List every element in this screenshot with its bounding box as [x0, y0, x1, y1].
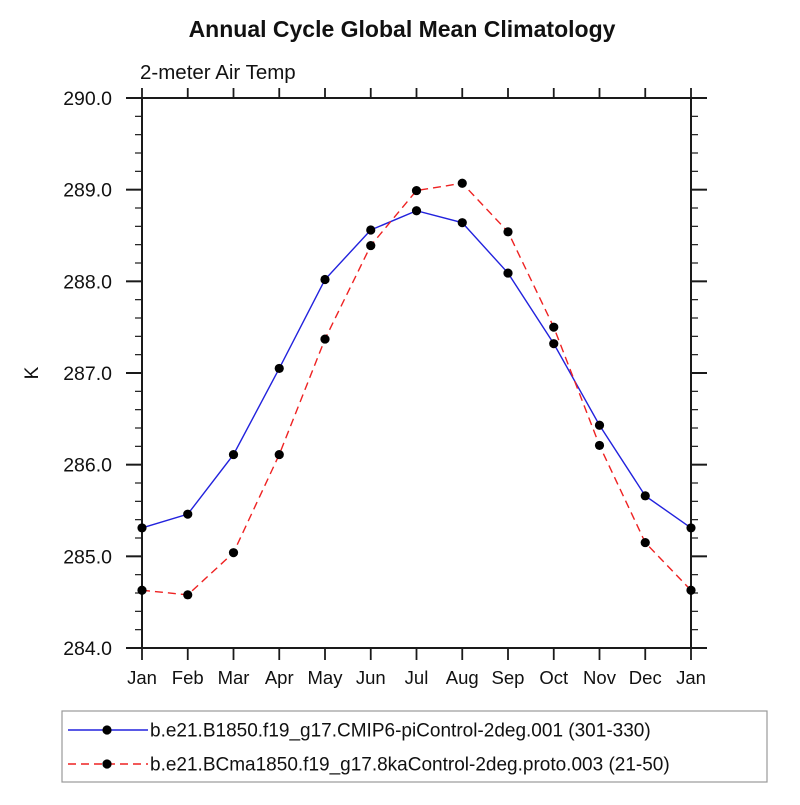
x-tick-label: Jan: [676, 667, 706, 688]
data-point-marker: [411, 185, 422, 196]
legend-entry-label: b.e21.BCma1850.f19_g17.8kaControl-2deg.p…: [150, 755, 670, 776]
data-point-marker: [320, 274, 330, 285]
data-point-marker: [503, 227, 513, 237]
x-tick-label: Dec: [629, 667, 662, 688]
data-point-marker: [183, 509, 193, 519]
data-point-marker: [274, 363, 284, 374]
y-tick-label: 284.0: [63, 638, 112, 660]
data-point-marker: [549, 339, 559, 349]
data-point-marker: [594, 440, 605, 451]
legend-marker: [102, 759, 112, 769]
data-point-marker: [686, 585, 696, 595]
x-tick-label: Aug: [446, 667, 479, 688]
data-point-marker: [549, 322, 559, 332]
data-point-marker: [457, 218, 467, 228]
x-tick-label: Apr: [265, 667, 294, 688]
x-tick-label: Jan: [127, 667, 157, 688]
data-point-marker: [457, 178, 467, 188]
y-axis-label: K: [22, 366, 43, 379]
data-point-marker: [320, 334, 330, 344]
data-point-marker: [366, 240, 376, 251]
legend-box: [61, 710, 768, 783]
data-point-marker: [503, 268, 513, 278]
x-tick-label: Jul: [405, 667, 429, 688]
data-point-marker: [366, 225, 376, 235]
data-point-marker: [228, 449, 239, 460]
y-tick-label: 289.0: [63, 180, 112, 202]
legend: b.e21.B1850.f19_g17.CMIP6-piControl-2deg…: [61, 710, 768, 783]
y-tick-label: 288.0: [63, 271, 112, 293]
axes: 290.0 289.0 288.0 287.0 286.0 285.0 284.0 Jan Fe…: [63, 88, 707, 688]
x-tick-label: Jun: [356, 667, 386, 688]
data-series: [137, 178, 696, 600]
data-point-marker: [686, 523, 696, 533]
x-tick-label: Oct: [539, 667, 568, 688]
data-point-marker: [640, 491, 650, 501]
x-tick-label: Sep: [492, 667, 525, 688]
y-tick-label: 290.0: [63, 88, 112, 110]
series-line-picontrol: [141, 210, 692, 529]
chart-subtitle: 2-meter Air Temp: [140, 61, 296, 84]
data-point-marker: [411, 206, 422, 216]
x-tick-label: May: [308, 667, 344, 688]
data-point-marker: [183, 590, 193, 600]
data-point-marker: [274, 449, 284, 460]
data-point-marker: [594, 420, 605, 430]
y-tick-label: 285.0: [63, 546, 112, 568]
x-tick-label: Feb: [172, 667, 204, 688]
data-point-marker: [137, 585, 147, 595]
chart-title: Annual Cycle Global Mean Climatology: [189, 16, 616, 42]
data-point-marker: [640, 537, 650, 548]
x-tick-label: Mar: [218, 667, 250, 688]
y-tick-label: 286.0: [63, 455, 112, 477]
y-tick-label: 287.0: [63, 363, 112, 385]
legend-marker: [102, 725, 112, 735]
plot-frame: [141, 97, 692, 649]
series-line-8kacontrol: [141, 182, 692, 596]
data-point-marker: [228, 548, 239, 558]
x-tick-label: Nov: [583, 667, 617, 688]
legend-entry-label: b.e21.B1850.f19_g17.CMIP6-piControl-2deg…: [150, 721, 651, 742]
data-point-marker: [137, 523, 147, 533]
